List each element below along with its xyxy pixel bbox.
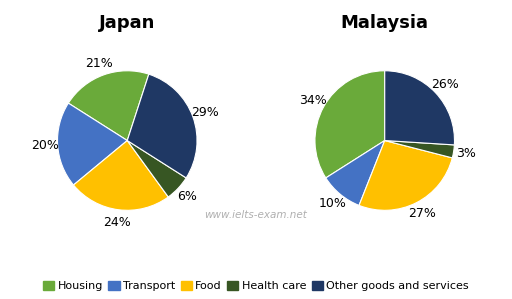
Text: www.ielts-exam.net: www.ielts-exam.net [205,210,307,220]
Text: 26%: 26% [431,78,459,91]
Wedge shape [359,141,452,210]
Wedge shape [69,71,149,141]
Wedge shape [315,71,385,178]
Legend: Housing, Transport, Food, Health care, Other goods and services: Housing, Transport, Food, Health care, O… [41,279,471,293]
Text: 27%: 27% [408,208,436,220]
Text: 21%: 21% [86,57,113,70]
Text: 34%: 34% [298,94,327,107]
Wedge shape [385,141,454,158]
Wedge shape [127,74,197,178]
Wedge shape [385,71,455,145]
Text: 20%: 20% [31,139,59,152]
Wedge shape [326,141,385,205]
Text: 29%: 29% [191,106,219,119]
Title: Japan: Japan [99,13,156,32]
Title: Malaysia: Malaysia [340,13,429,32]
Text: 6%: 6% [177,190,197,203]
Wedge shape [57,103,127,185]
Text: 3%: 3% [456,147,476,160]
Wedge shape [74,141,168,210]
Text: 24%: 24% [103,216,131,229]
Text: 10%: 10% [318,197,346,210]
Wedge shape [127,141,186,197]
